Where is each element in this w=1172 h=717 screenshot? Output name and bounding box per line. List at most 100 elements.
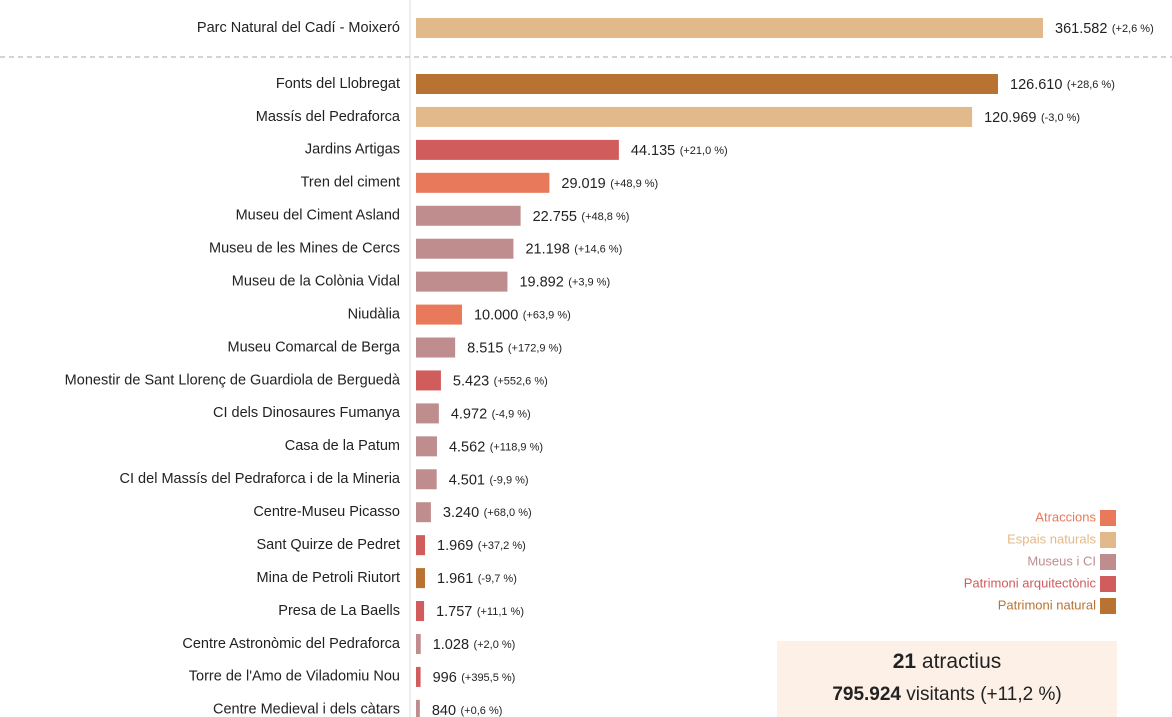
- value-label: 5.423: [453, 373, 489, 389]
- value-label-group: 1.961 (-9,7 %): [437, 570, 517, 587]
- category-label: Centre Medieval i dels càtars: [213, 702, 400, 717]
- category-label: Sant Quirze de Pedret: [257, 537, 400, 553]
- category-label: Massís del Pedraforca: [256, 109, 401, 125]
- legend-swatch: [1100, 576, 1116, 592]
- category-label: Torre de l'Amo de Viladomiu Nou: [189, 669, 400, 685]
- change-label: (-3,0 %): [1041, 112, 1080, 124]
- value-label: 4.501: [449, 472, 485, 488]
- category-label: CI dels Dinosaures Fumanya: [213, 405, 401, 421]
- value-label-group: 19.892 (+3,9 %): [519, 274, 610, 291]
- change-label: (+118,9 %): [490, 441, 543, 453]
- value-label-group: 996 (+395,5 %): [433, 669, 516, 686]
- change-label: (+37,2 %): [478, 540, 526, 552]
- value-label-group: 22.755 (+48,8 %): [533, 208, 630, 225]
- bar: [416, 172, 550, 193]
- category-label: Museu de la Colònia Vidal: [232, 273, 400, 289]
- category-label: Casa de la Patum: [285, 438, 400, 454]
- legend-label: Patrimoni arquitectònic: [964, 575, 1097, 590]
- bar: [416, 238, 514, 259]
- value-label: 120.969: [984, 110, 1036, 126]
- value-label: 1.961: [437, 571, 473, 587]
- bar: [416, 502, 431, 523]
- category-label: Museu de les Mines de Cercs: [209, 241, 400, 257]
- legend-swatch: [1100, 554, 1116, 570]
- value-label-group: 3.240 (+68,0 %): [443, 504, 532, 521]
- value-label: 3.240: [443, 505, 479, 521]
- legend-label: Museus i CI: [1027, 553, 1096, 568]
- category-label: Centre-Museu Picasso: [253, 504, 400, 520]
- summary-total: 795.924: [832, 684, 901, 705]
- bar: [416, 633, 421, 654]
- change-label: (+395,5 %): [461, 672, 515, 684]
- change-label: (+3,9 %): [568, 277, 610, 289]
- category-label: Museu Comarcal de Berga: [228, 339, 401, 355]
- legend-label: Patrimoni natural: [998, 597, 1096, 612]
- bar: [416, 205, 521, 226]
- value-label: 126.610: [1010, 77, 1062, 93]
- bar: [416, 337, 456, 358]
- change-label: (+14,6 %): [574, 244, 622, 256]
- value-label-group: 1.969 (+37,2 %): [437, 537, 526, 554]
- bar: [416, 601, 425, 622]
- value-label: 4.562: [449, 439, 485, 455]
- category-label: Centre Astronòmic del Pedraforca: [182, 636, 401, 652]
- change-label: (+48,8 %): [581, 211, 629, 223]
- category-label: Monestir de Sant Llorenç de Guardiola de…: [65, 372, 401, 388]
- bar: [416, 370, 441, 391]
- value-label-group: 10.000 (+63,9 %): [474, 307, 571, 324]
- summary-box: [777, 641, 1117, 717]
- value-label-group: 29.019 (+48,9 %): [561, 175, 658, 192]
- value-label-group: 1.757 (+11,1 %): [436, 603, 524, 620]
- value-label: 1.028: [433, 637, 469, 653]
- bar: [416, 106, 973, 127]
- legend-label: Atraccions: [1035, 509, 1096, 524]
- change-label: (+63,9 %): [523, 309, 571, 321]
- change-label: (+172,9 %): [508, 342, 562, 354]
- value-label: 21.198: [525, 242, 569, 258]
- summary-count: 21: [893, 650, 917, 673]
- legend-label: Espais naturals: [1007, 531, 1096, 546]
- value-label-group: 44.135 (+21,0 %): [631, 142, 728, 159]
- value-label: 19.892: [519, 274, 563, 290]
- legend-swatch: [1100, 598, 1116, 614]
- bar: [416, 271, 508, 292]
- value-label: 8.515: [467, 340, 503, 356]
- value-label-group: 5.423 (+552,6 %): [453, 373, 548, 390]
- value-label-group: 1.028 (+2,0 %): [433, 636, 516, 653]
- bar: [416, 304, 462, 325]
- summary-total-line: 795.924 visitants (+11,2 %): [832, 684, 1061, 705]
- value-label: 4.972: [451, 406, 487, 422]
- change-label: (-4,9 %): [492, 408, 531, 420]
- bar: [416, 699, 420, 717]
- change-label: (+21,0 %): [680, 145, 728, 157]
- bar: [416, 436, 437, 457]
- value-label: 44.135: [631, 143, 675, 159]
- bar: [416, 139, 619, 160]
- value-label-group: 4.562 (+118,9 %): [449, 439, 543, 456]
- value-label-group: 21.198 (+14,6 %): [525, 241, 622, 258]
- category-label: Jardins Artigas: [305, 142, 400, 158]
- change-label: (-9,7 %): [478, 573, 517, 585]
- category-label: Niudàlia: [348, 306, 401, 322]
- bar: [416, 469, 437, 490]
- bar: [416, 568, 426, 589]
- category-label: CI del Massís del Pedraforca i de la Min…: [120, 471, 401, 487]
- legend-swatch: [1100, 532, 1116, 548]
- category-label: Tren del ciment: [301, 175, 400, 191]
- legend-swatch: [1100, 510, 1116, 526]
- bar: [416, 666, 421, 687]
- category-label: Fonts del Llobregat: [276, 76, 400, 92]
- change-label: (-9,9 %): [489, 474, 528, 486]
- value-label-group: 4.972 (-4,9 %): [451, 406, 531, 423]
- summary-count-text: atractius: [922, 650, 1001, 673]
- value-label: 840: [432, 703, 456, 717]
- value-label: 1.969: [437, 538, 473, 554]
- value-label-group: 126.610 (+28,6 %): [1010, 76, 1115, 93]
- category-label: Presa de La Baells: [278, 603, 400, 619]
- value-label-group: 840 (+0,6 %): [432, 702, 503, 717]
- change-label: (+552,6 %): [494, 375, 548, 387]
- change-label: (+28,6 %): [1067, 79, 1115, 91]
- change-label: (+0,6 %): [461, 705, 503, 717]
- value-label-group: 8.515 (+172,9 %): [467, 340, 562, 357]
